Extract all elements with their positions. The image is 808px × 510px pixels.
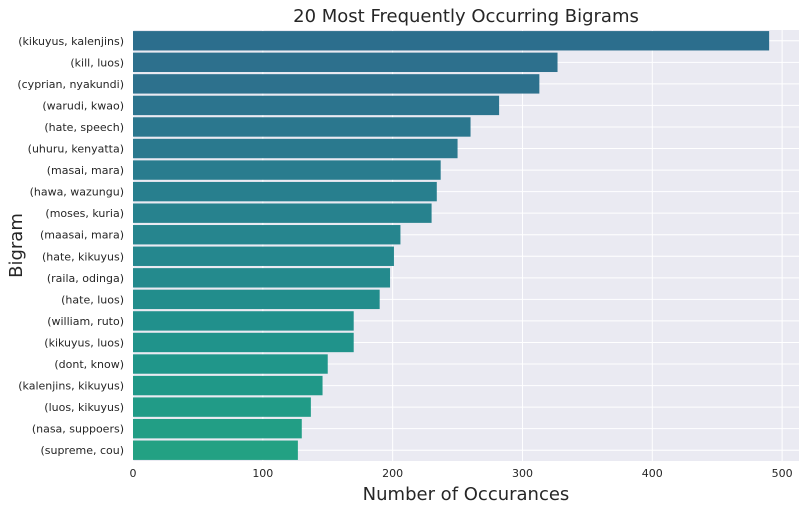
category-label: (hate, luos) (61, 293, 124, 306)
category-label: (warudi, kwao) (42, 99, 124, 112)
category-label: (cyprian, nyakundi) (17, 78, 124, 91)
category-labels: (kikuyus, kalenjins) (kill, luos) (cyprian… (17, 35, 124, 457)
x-tick-label: 500 (772, 467, 793, 480)
category-label: (luos, kikuyus) (44, 401, 124, 414)
bar (133, 203, 432, 223)
bar (133, 268, 391, 288)
x-tick-label: 100 (252, 467, 273, 480)
bar (133, 397, 311, 417)
category-label: (supreme, cou) (40, 444, 124, 457)
y-axis-label: Bigram (6, 213, 27, 278)
bar (133, 31, 770, 51)
bar (133, 95, 500, 116)
bar (133, 289, 380, 310)
bar (133, 160, 441, 180)
chart-title: 20 Most Frequently Occurring Bigrams (293, 6, 639, 27)
category-label: (kalenjins, kikuyus) (18, 380, 124, 393)
x-tick-labels: 0 100 200 300 400 500 (130, 467, 793, 480)
category-label: (hate, kikuyus) (42, 250, 124, 263)
category-label: (william, ruto) (47, 315, 124, 328)
category-label: (hawa, wazungu) (30, 186, 124, 199)
category-label: (uhuru, kenyatta) (28, 143, 124, 156)
x-axis-label: Number of Occurances (363, 484, 570, 505)
bar (133, 246, 394, 266)
bar (133, 181, 437, 202)
category-label: (nasa, suppoers) (32, 423, 124, 436)
category-label: (masai, mara) (47, 164, 124, 177)
bar (133, 354, 328, 374)
bar (133, 138, 458, 159)
bar (133, 52, 558, 73)
category-label: (dont, know) (54, 358, 124, 371)
x-tick-label: 200 (382, 467, 403, 480)
plot-area (133, 30, 799, 461)
bar (133, 332, 354, 353)
x-tick-label: 0 (130, 467, 137, 480)
category-label: (kikuyus, kalenjins) (18, 35, 124, 48)
category-label: (moses, kuria) (45, 207, 124, 220)
category-label: (kikuyus, luos) (44, 336, 124, 349)
category-label: (raila, odinga) (47, 272, 124, 285)
bar (133, 440, 298, 460)
bar (133, 74, 540, 94)
category-label: (maasai, mara) (40, 229, 124, 242)
bar (133, 418, 302, 439)
x-tick-label: 400 (642, 467, 663, 480)
bar (133, 311, 354, 331)
x-tick-label: 300 (512, 467, 533, 480)
bars (133, 31, 770, 460)
category-label: (hate, speech) (44, 121, 124, 134)
bar (133, 225, 401, 245)
bar (133, 117, 471, 137)
category-label: (kill, luos) (70, 56, 124, 69)
bar (133, 375, 323, 396)
